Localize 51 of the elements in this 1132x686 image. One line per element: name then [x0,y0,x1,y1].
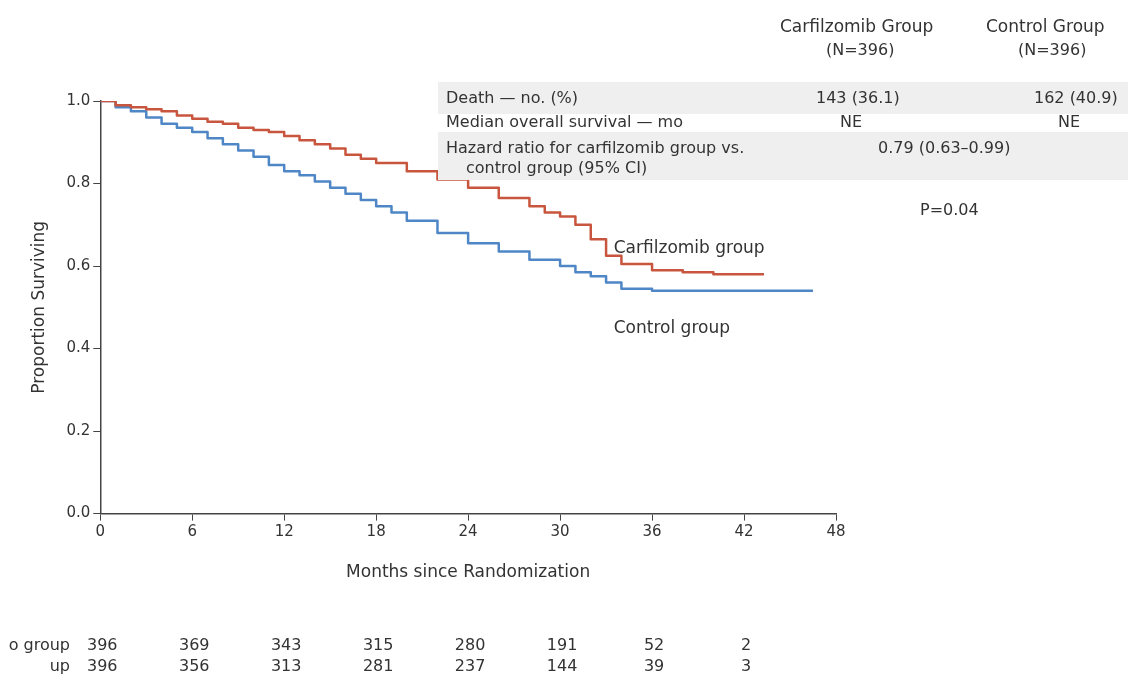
text: Carfilzomib Group [780,16,934,36]
x-tick-label: 42 [734,522,754,541]
annotation: Median overall survival — mo [446,112,683,131]
y-tick-label: 0.4 [66,338,91,357]
x-tick-label: 6 [187,522,197,541]
text: 356 [178,656,210,676]
y-tick-label: 1.0 [66,90,91,109]
annotation: control group (95% CI) [466,158,648,177]
text: 396 [86,635,118,655]
text: Control Group [986,16,1105,36]
text: 315 [362,635,394,655]
text: P=0.04 [920,200,979,219]
y-tick-label: 0.8 [66,173,91,192]
text: NE [840,112,863,131]
x-tick-label: 18 [366,522,386,541]
x-tick-label: 24 [458,522,478,541]
text: 2 [740,635,752,655]
text: (N=396) [826,40,895,59]
series-label: Control group [613,317,730,338]
x-tick-label: 36 [642,522,662,541]
x-axis-title: Months since Randomization [346,561,591,582]
text: up [49,656,70,676]
y-axis-title: Proportion Surviving [27,220,48,394]
text: NE [1058,112,1081,131]
x-tick-label: 30 [550,522,570,541]
text: 396 [86,656,118,676]
annotation: Death — no. (%) [446,88,579,107]
text: 343 [270,635,302,655]
text: 369 [178,635,210,655]
series-label: Carfilzomib group [613,236,765,257]
y-tick-label: 0.2 [66,420,91,439]
text: (N=396) [1018,40,1087,59]
y-tick-label: 0.0 [66,503,91,522]
text: 313 [270,656,302,676]
x-tick-label: 48 [826,522,846,541]
text: 280 [454,635,486,655]
text: 0.79 (0.63–0.99) [878,138,1011,157]
text: o group [8,635,70,655]
annotation: Hazard ratio for carfilzomib group vs. [446,138,745,157]
x-tick-label: 0 [95,522,106,541]
text: 3 [740,656,752,676]
text: 144 [546,656,578,676]
text: 162 (40.9) [1034,88,1118,107]
text: 191 [546,635,578,655]
text: 237 [454,656,486,676]
text: 52 [643,635,665,655]
x-tick-label: 12 [274,522,294,541]
annotation: 143 (36.1) [816,88,900,107]
text: 39 [643,656,665,676]
text: 281 [362,656,394,676]
y-tick-label: 0.6 [66,255,91,274]
